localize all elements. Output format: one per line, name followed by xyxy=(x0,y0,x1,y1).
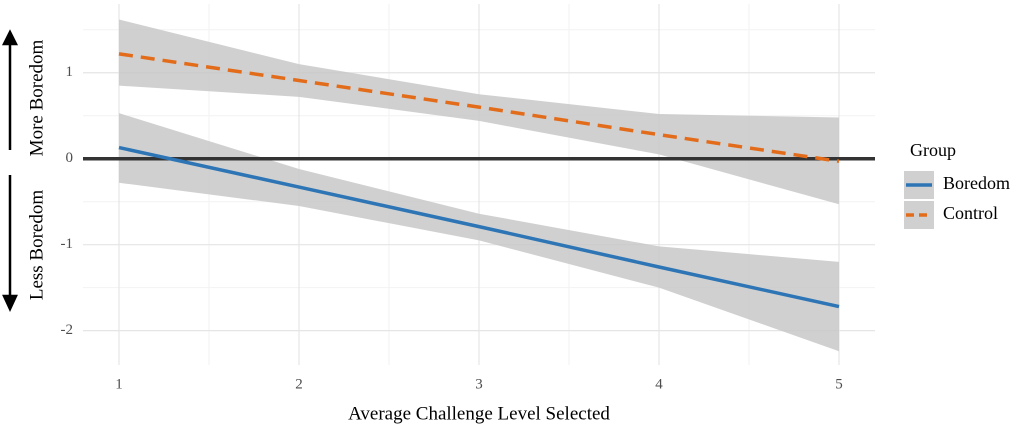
arrow-down-head xyxy=(2,294,18,312)
y-tick-label: -1 xyxy=(61,236,74,252)
y-arrows xyxy=(1,29,19,312)
series-line xyxy=(118,145,840,309)
y-tick-label: -2 xyxy=(61,322,74,338)
legend-label: Boredom xyxy=(943,173,1010,193)
x-tick-label: 1 xyxy=(115,376,123,392)
x-tick-label: 5 xyxy=(835,376,843,392)
x-tick-label: 2 xyxy=(295,376,303,392)
y-label-upper: More Boredom xyxy=(26,39,47,156)
y-tick-label: 1 xyxy=(66,64,74,80)
y-label-lower: Less Boredom xyxy=(26,190,47,301)
x-axis-title: Average Challenge Level Selected xyxy=(348,403,610,424)
x-tick-label: 4 xyxy=(655,376,663,392)
legend-title: Group xyxy=(910,140,956,160)
y-tick-label: 0 xyxy=(66,150,74,166)
confidence-ribbon xyxy=(119,19,839,205)
arrow-up-head xyxy=(1,29,19,46)
legend-label: Control xyxy=(943,203,998,223)
confidence-ribbon xyxy=(119,113,839,352)
series-line xyxy=(118,52,840,164)
x-tick-label: 3 xyxy=(475,376,483,392)
